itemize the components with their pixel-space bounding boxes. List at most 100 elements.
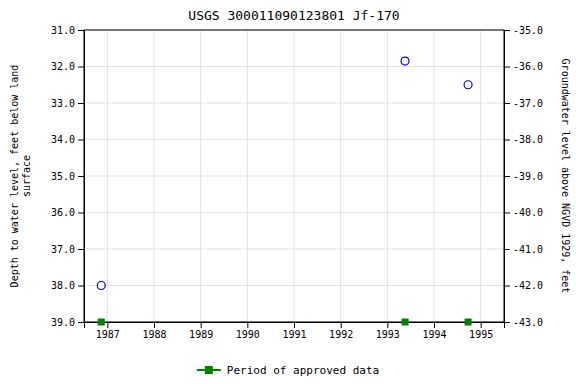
- title: USGS 300011090123801 Jf-170: [188, 8, 399, 23]
- tick-label: -38.0: [513, 134, 543, 145]
- tick-label: 1989: [189, 329, 213, 340]
- tick-label: 1991: [282, 329, 306, 340]
- grid-line: [84, 176, 504, 177]
- legend-label: Period of approved data: [227, 364, 379, 377]
- tick-mark: [78, 249, 84, 250]
- grid-line: [84, 212, 504, 213]
- grid-line: [84, 103, 504, 104]
- tick-mark: [504, 322, 510, 323]
- grid-line: [84, 285, 504, 286]
- tick: 32.0: [51, 61, 84, 72]
- tick-mark: [78, 140, 84, 141]
- tick-mark: [154, 322, 155, 328]
- x-axis: 1987 1988 1989 1990 1991 1992 1993 1994 1995: [85, 322, 505, 340]
- square-point: [465, 319, 471, 325]
- tick: -43.0: [504, 317, 543, 328]
- tick-label: 1994: [422, 329, 446, 340]
- tick-label: 1988: [142, 329, 166, 340]
- legend-item: Period of approved data: [197, 364, 379, 377]
- tick: 38.0: [51, 280, 84, 291]
- tick: 31.0: [51, 25, 84, 36]
- tick-mark: [201, 322, 202, 328]
- tick-label: -39.0: [513, 171, 543, 182]
- tick-mark: [341, 322, 342, 328]
- tick-label: 32.0: [51, 61, 75, 72]
- tick: 33.0: [51, 98, 84, 109]
- tick-mark: [504, 30, 510, 31]
- tick: -38.0: [504, 134, 543, 145]
- circle-point: [97, 282, 105, 290]
- grid: [84, 30, 504, 322]
- tick: 1989: [189, 322, 213, 340]
- y-axis: 31.0 32.0 33.0 34.0 35.0 36.0 37.0 38.0 39.0: [51, 25, 85, 328]
- tick-label: 33.0: [51, 98, 75, 109]
- tick-label: 1987: [96, 329, 120, 340]
- tick-mark: [78, 286, 84, 287]
- tick-mark: [504, 103, 510, 104]
- axis-line: [78, 31, 85, 323]
- tick-label: -41.0: [513, 244, 543, 255]
- y2-axis: -35.0 -36.0 -37.0 -38.0 -39.0 -40.0 -41.0 -42.0…: [504, 25, 543, 328]
- tick-mark: [387, 322, 388, 328]
- tick-label: 36.0: [51, 207, 75, 218]
- tick: -36.0: [504, 61, 543, 72]
- tick-mark: [504, 67, 510, 68]
- axis-line: [85, 323, 505, 329]
- tick-label: -35.0: [513, 25, 543, 36]
- tick-label: 39.0: [51, 317, 75, 328]
- circle-point: [401, 57, 409, 65]
- legend: Period of approved data: [197, 364, 379, 377]
- tick-mark: [78, 213, 84, 214]
- grid-line: [84, 66, 504, 67]
- tick-label: 37.0: [51, 244, 75, 255]
- tick-mark: [504, 176, 510, 177]
- tick-mark: [504, 213, 510, 214]
- tick-label: -43.0: [513, 317, 543, 328]
- circle-point: [464, 81, 472, 89]
- tick: -42.0: [504, 280, 543, 291]
- legend-swatch: [205, 366, 213, 374]
- axis-line: [505, 31, 511, 323]
- series: [98, 319, 471, 325]
- tick: -41.0: [504, 244, 543, 255]
- tick-mark: [504, 140, 510, 141]
- tick-mark: [504, 286, 510, 287]
- tick-label: 1990: [236, 329, 260, 340]
- plot: 1987 1988 1989 1990 1991 1992 1993 1994 1995 31.0…: [51, 25, 543, 340]
- grid-line: [84, 139, 504, 140]
- chart: 1987 1988 1989 1990 1991 1992 1993 1994 1995 31.0…: [0, 0, 576, 384]
- tick: 35.0: [51, 171, 84, 182]
- plot-frame: [84, 30, 504, 322]
- y-axis-title: Depth to water level, feet below landsur…: [9, 65, 32, 288]
- series: [97, 57, 472, 289]
- tick-mark: [78, 103, 84, 104]
- tick-mark: [107, 322, 108, 328]
- tick: -35.0: [504, 25, 543, 36]
- tick-mark: [78, 67, 84, 68]
- tick: 34.0: [51, 134, 84, 145]
- tick-label: -42.0: [513, 280, 543, 291]
- tick-label: 35.0: [51, 171, 75, 182]
- tick-mark: [247, 322, 248, 328]
- tick-label: 34.0: [51, 134, 75, 145]
- tick-label: -37.0: [513, 98, 543, 109]
- tick-label: 1993: [376, 329, 400, 340]
- square-point: [98, 319, 104, 325]
- marks: [97, 57, 472, 325]
- tick: 1991: [282, 322, 306, 340]
- tick: -37.0: [504, 98, 543, 109]
- tick-label: 1995: [469, 329, 493, 340]
- tick-label: 31.0: [51, 25, 75, 36]
- tick-mark: [434, 322, 435, 328]
- tick: 1993: [376, 322, 400, 340]
- tick: 36.0: [51, 207, 84, 218]
- tick-label: 1992: [329, 329, 353, 340]
- tick-mark: [78, 30, 84, 31]
- tick-mark: [504, 249, 510, 250]
- square-point: [402, 319, 408, 325]
- tick: 39.0: [51, 317, 84, 328]
- tick: 1988: [142, 322, 166, 340]
- tick-mark: [481, 322, 482, 328]
- tick-label: -40.0: [513, 207, 543, 218]
- tick-mark: [78, 322, 84, 323]
